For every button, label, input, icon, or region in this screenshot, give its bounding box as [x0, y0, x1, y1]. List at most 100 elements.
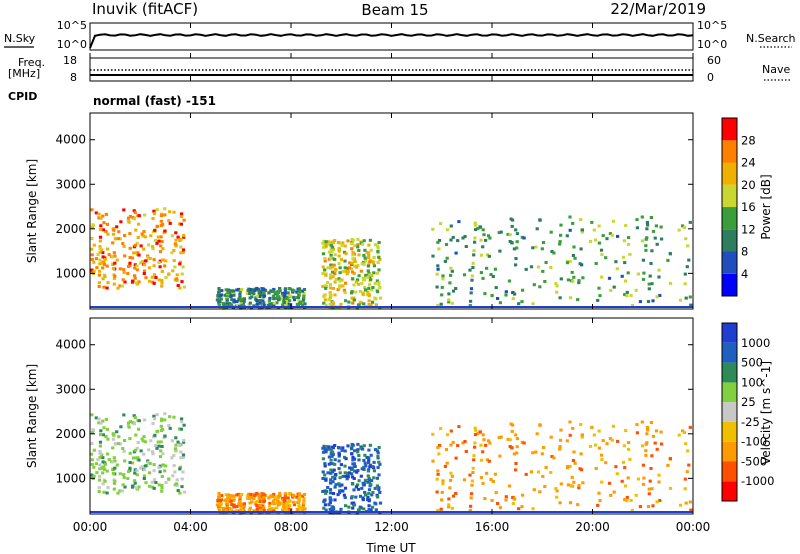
heatmap-cell: [178, 286, 182, 290]
heatmap-cell: [485, 253, 489, 257]
heatmap-cell: [686, 244, 690, 248]
heatmap-cell: [271, 507, 275, 510]
heatmap-cell: [370, 479, 374, 483]
heatmap-cell: [105, 222, 109, 226]
heatmap-cell: [239, 301, 243, 305]
colorbar-tick-label: 8: [741, 245, 748, 259]
heatmap-cell: [371, 286, 375, 289]
colorbar-segment: [722, 251, 737, 274]
heatmap-cell: [140, 260, 145, 264]
heatmap-cell: [331, 446, 335, 450]
heatmap-cell: [101, 419, 105, 423]
heatmap-cell: [478, 225, 482, 229]
heatmap-cell: [141, 439, 145, 443]
heatmap-cell: [576, 298, 580, 302]
heatmap-cell: [623, 261, 627, 265]
heatmap-cell: [571, 254, 575, 257]
heatmap-cell: [106, 281, 110, 285]
heatmap-cell: [148, 257, 152, 260]
heatmap-cell: [601, 439, 605, 443]
heatmap-cell: [217, 303, 221, 307]
heatmap-cell: [469, 299, 473, 303]
heatmap-cell: [449, 266, 453, 270]
heatmap-cell: [534, 245, 538, 249]
heatmap-cell: [326, 486, 330, 489]
heatmap-cell: [571, 279, 575, 283]
heatmap-cell: [333, 272, 337, 276]
heatmap-cell: [101, 482, 105, 486]
heatmap-cell: [367, 253, 371, 257]
heatmap-cell: [640, 420, 644, 424]
heatmap-cell: [159, 214, 164, 218]
heatmap-cell: [624, 224, 628, 228]
heatmap-cell: [431, 227, 435, 231]
heatmap-cell: [159, 440, 163, 444]
heatmap-cell: [355, 511, 359, 515]
heatmap-cell: [267, 496, 271, 500]
heatmap-cell: [331, 245, 335, 249]
heatmap-cell: [360, 486, 364, 490]
heatmap-cell: [340, 448, 344, 452]
heatmap-cell: [649, 467, 653, 470]
heatmap-cell: [439, 507, 443, 511]
heatmap-cell: [436, 508, 440, 512]
heatmap-cell: [131, 251, 136, 255]
heatmap-cell: [321, 477, 325, 480]
heatmap-cell: [113, 274, 117, 278]
heatmap-cell: [178, 262, 182, 266]
heatmap-cell: [436, 303, 440, 307]
heatmap-cell: [175, 277, 179, 281]
heatmap-cell: [608, 232, 612, 236]
heatmap-cell: [295, 495, 299, 499]
heatmap-cell: [276, 503, 281, 507]
heatmap-cell: [636, 272, 640, 276]
heatmap-cell: [351, 462, 355, 466]
heatmap-cell: [133, 416, 137, 420]
heatmap-cell: [328, 491, 333, 495]
heatmap-cell: [559, 428, 563, 432]
heatmap-cell: [650, 454, 654, 458]
heatmap-cell: [364, 259, 368, 263]
heatmap-cell: [326, 266, 330, 270]
heatmap-cell: [278, 287, 282, 290]
heatmap-cell: [110, 255, 114, 259]
heatmap-cell: [97, 212, 101, 216]
heatmap-cell: [223, 498, 227, 502]
heatmap-cell: [490, 294, 494, 297]
heatmap-cell: [479, 271, 483, 275]
heatmap-cell: [101, 460, 105, 464]
heatmap-cell: [329, 276, 333, 280]
heatmap-cell: [369, 303, 373, 307]
heatmap-cell: [297, 500, 301, 504]
heatmap-cell: [128, 437, 132, 441]
heatmap-cell: [350, 247, 354, 251]
heatmap-cell: [160, 484, 164, 487]
heatmap-cell: [514, 468, 518, 472]
heatmap-cell: [333, 280, 337, 284]
heatmap-cell: [286, 291, 290, 295]
heatmap-cell: [179, 251, 183, 255]
heatmap-cell: [488, 441, 492, 445]
heatmap-cell: [238, 292, 242, 296]
heatmap-cell: [103, 462, 107, 466]
heatmap-cell: [271, 294, 275, 298]
heatmap-cell: [122, 208, 126, 212]
heatmap-cell: [324, 445, 328, 449]
heatmap-cell: [333, 462, 337, 466]
heatmap-cell: [175, 279, 179, 282]
heatmap-cell: [367, 499, 371, 503]
heatmap-cell: [181, 456, 185, 459]
heatmap-cell: [681, 429, 685, 433]
heatmap-cell: [326, 445, 330, 449]
heatmap-cell: [447, 298, 451, 302]
heatmap-cell: [599, 453, 604, 457]
heatmap-cell: [338, 286, 342, 290]
heatmap-cell: [268, 296, 272, 300]
heatmap-cell: [577, 279, 581, 283]
heatmap-cell: [148, 279, 152, 283]
heatmap-cell: [437, 247, 441, 251]
heatmap-cell: [597, 446, 601, 450]
heatmap-cell: [647, 287, 651, 291]
